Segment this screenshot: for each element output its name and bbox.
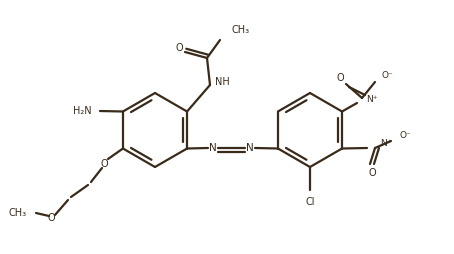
Text: O: O [368,168,376,178]
Text: O: O [336,73,344,83]
Text: Cl: Cl [305,197,315,207]
Text: O⁻: O⁻ [400,131,412,139]
Text: N: N [246,143,254,153]
Text: O: O [100,159,108,169]
Text: N: N [209,143,217,153]
Text: N⁺: N⁺ [380,138,391,148]
Text: N⁺: N⁺ [366,96,377,104]
Text: CH₃: CH₃ [231,25,249,35]
Text: O: O [47,213,55,223]
Text: NH: NH [215,77,230,87]
Text: O⁻: O⁻ [381,71,393,80]
Text: O: O [175,43,183,53]
Text: H₂N: H₂N [74,106,92,116]
Text: CH₃: CH₃ [9,208,27,218]
